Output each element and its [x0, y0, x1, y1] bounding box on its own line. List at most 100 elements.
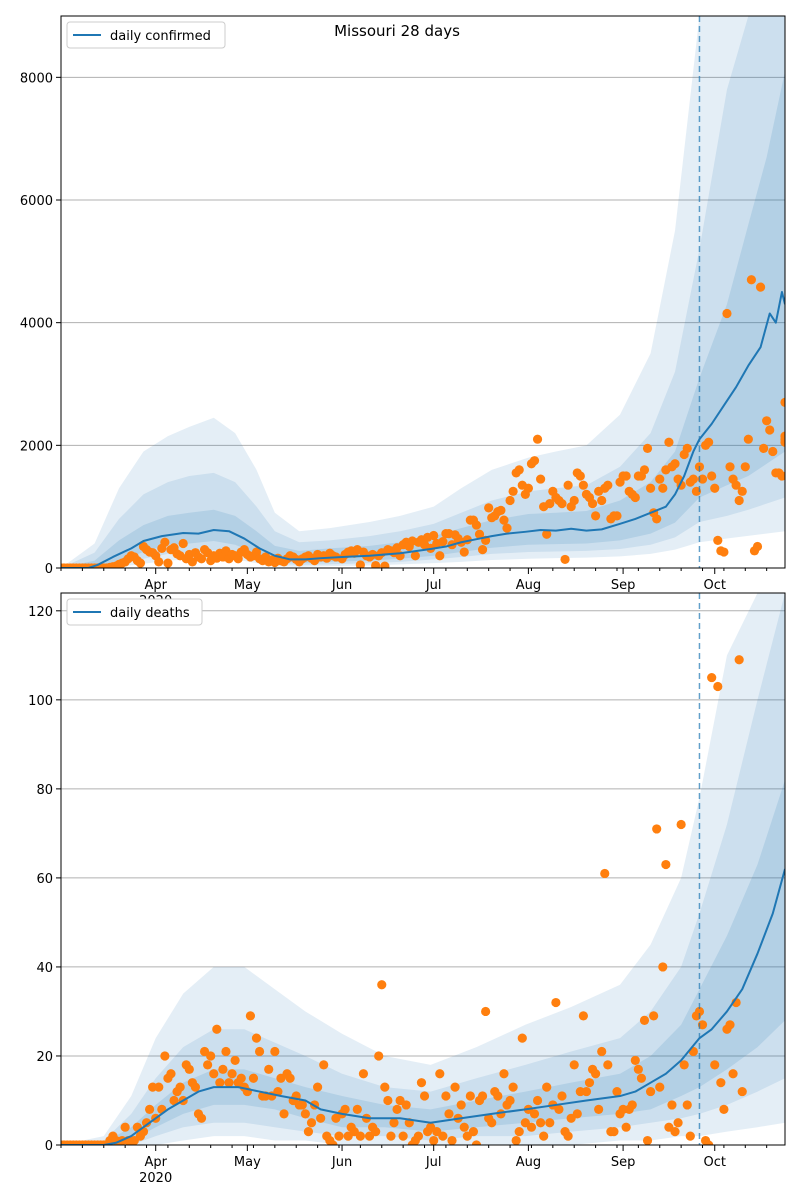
confirmed-grid	[61, 76, 785, 446]
observation-point	[597, 1046, 607, 1057]
observation-point	[441, 1091, 451, 1101]
observation-point	[664, 437, 674, 447]
observation-point	[639, 1015, 650, 1025]
observation-point	[532, 1095, 543, 1106]
y-tick-label: 120	[28, 605, 53, 620]
observation-point	[536, 1118, 546, 1128]
x-tick-label: Aug	[516, 578, 541, 593]
observation-point	[630, 1055, 640, 1066]
confirmed-observations	[61, 275, 785, 568]
observation-point	[563, 480, 573, 490]
observation-point	[542, 529, 552, 539]
band-middle	[61, 593, 785, 1145]
observation-point	[236, 1073, 246, 1083]
observation-point	[166, 1069, 176, 1079]
deaths-legend-box	[66, 598, 203, 626]
observation-point	[196, 1113, 207, 1123]
x-tick-label: Apr	[144, 1155, 167, 1170]
observation-point	[517, 1033, 527, 1043]
observation-point	[658, 962, 668, 972]
x-tick-label: Apr	[144, 578, 167, 593]
observation-point	[447, 1135, 457, 1145]
observation-point	[508, 486, 518, 496]
axes-frame	[60, 592, 786, 1146]
observation-point	[523, 483, 533, 493]
observation-point	[649, 1011, 659, 1021]
observation-point	[319, 1060, 329, 1070]
observation-point	[163, 558, 173, 568]
observation-point	[719, 1104, 729, 1114]
observation-point	[190, 1082, 201, 1092]
observation-point	[297, 1100, 307, 1110]
y-tick-label: 40	[36, 961, 53, 976]
observation-point	[493, 1091, 503, 1101]
observation-point	[621, 1122, 631, 1132]
observation-point	[645, 483, 656, 493]
observation-point	[609, 1127, 619, 1137]
observation-point	[313, 1082, 323, 1092]
observation-point	[710, 1060, 720, 1070]
x-tick-label: Jun	[331, 1155, 352, 1170]
observation-point	[740, 462, 750, 472]
observation-point	[471, 1140, 482, 1145]
deaths-bands	[61, 593, 785, 1145]
observation-point	[768, 446, 778, 457]
observation-point	[633, 1064, 643, 1074]
observation-point	[670, 1127, 680, 1137]
observation-point	[154, 1082, 164, 1092]
observation-point	[685, 1131, 695, 1141]
observation-point	[603, 480, 613, 490]
observation-point	[355, 1131, 365, 1141]
observation-point	[505, 495, 515, 506]
observation-point	[725, 1020, 735, 1030]
observation-point	[716, 1078, 726, 1088]
observation-point	[725, 462, 735, 472]
y-tick-label: 4000	[20, 317, 53, 332]
observation-point	[429, 530, 439, 541]
observation-point	[560, 554, 570, 565]
observation-point	[652, 514, 662, 524]
observation-point	[481, 1006, 491, 1017]
deaths-observations	[61, 655, 747, 1145]
observation-point	[471, 520, 482, 530]
observation-point	[416, 1078, 427, 1088]
observation-point	[468, 1127, 479, 1137]
observation-point	[529, 456, 540, 466]
x-tick-sublabel: 2020	[139, 1171, 172, 1186]
observation-point	[340, 1104, 350, 1114]
observation-point	[536, 474, 546, 484]
observation-point	[248, 1073, 259, 1083]
observation-point	[759, 443, 769, 453]
observation-point	[410, 551, 420, 561]
observation-point	[636, 1073, 647, 1083]
y-tick-label: 0	[45, 1139, 53, 1154]
observation-point	[389, 1118, 399, 1128]
observation-point	[374, 1051, 384, 1061]
observation-point	[557, 1091, 567, 1101]
x-tick-label: May	[234, 578, 261, 593]
observation-point	[218, 1064, 228, 1074]
observation-point	[673, 1118, 683, 1128]
observation-point	[435, 1069, 445, 1079]
confirmed-legend-box	[66, 21, 226, 49]
observation-point	[334, 1131, 344, 1141]
observation-point	[545, 1118, 555, 1128]
observation-point	[713, 535, 723, 546]
observation-point	[762, 416, 772, 426]
observation-point	[352, 1104, 362, 1114]
observation-point	[209, 1069, 219, 1079]
x-tick-label: Jun	[331, 578, 352, 593]
observation-point	[499, 1069, 509, 1079]
observation-point	[508, 1082, 518, 1092]
observation-point	[245, 1011, 256, 1021]
observation-point	[728, 1069, 738, 1079]
observation-point	[227, 1069, 237, 1079]
observation-point	[215, 1078, 225, 1088]
observation-point	[474, 529, 485, 539]
observation-point	[144, 1104, 155, 1114]
observation-point	[584, 1078, 595, 1088]
observation-point	[642, 1135, 653, 1145]
observation-point	[710, 483, 720, 493]
observation-point	[187, 557, 197, 567]
